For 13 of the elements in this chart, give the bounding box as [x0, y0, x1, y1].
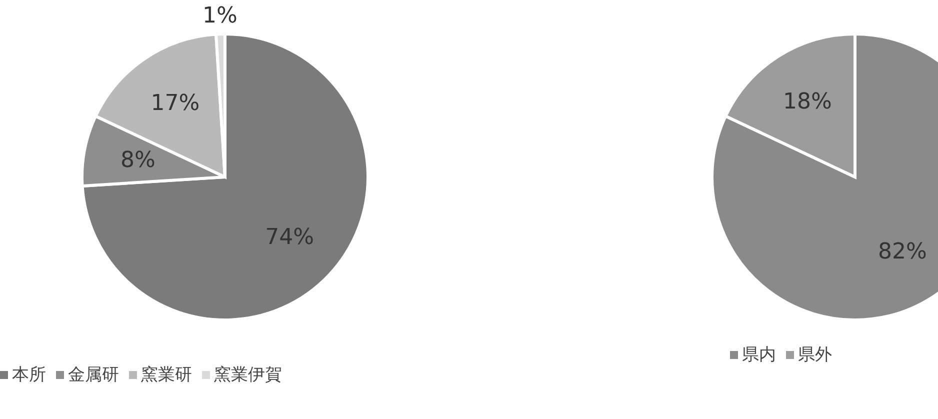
data-label: 17% — [150, 91, 200, 116]
legend-label: 本所 — [12, 365, 46, 385]
legend-label: 県外 — [798, 345, 832, 365]
legend-label: 窯業研 — [141, 365, 192, 385]
data-label: 82% — [878, 239, 927, 264]
data-label: 8% — [120, 148, 156, 173]
legend-label: 金属研 — [68, 365, 119, 385]
data-label: 1% — [202, 4, 238, 29]
legend-label: 県内 — [742, 345, 776, 365]
legend-label: 窯業伊賀 — [214, 365, 282, 385]
pie-slice — [80, 32, 370, 322]
data-label: 74% — [265, 225, 314, 250]
data-label: 18% — [783, 90, 832, 115]
